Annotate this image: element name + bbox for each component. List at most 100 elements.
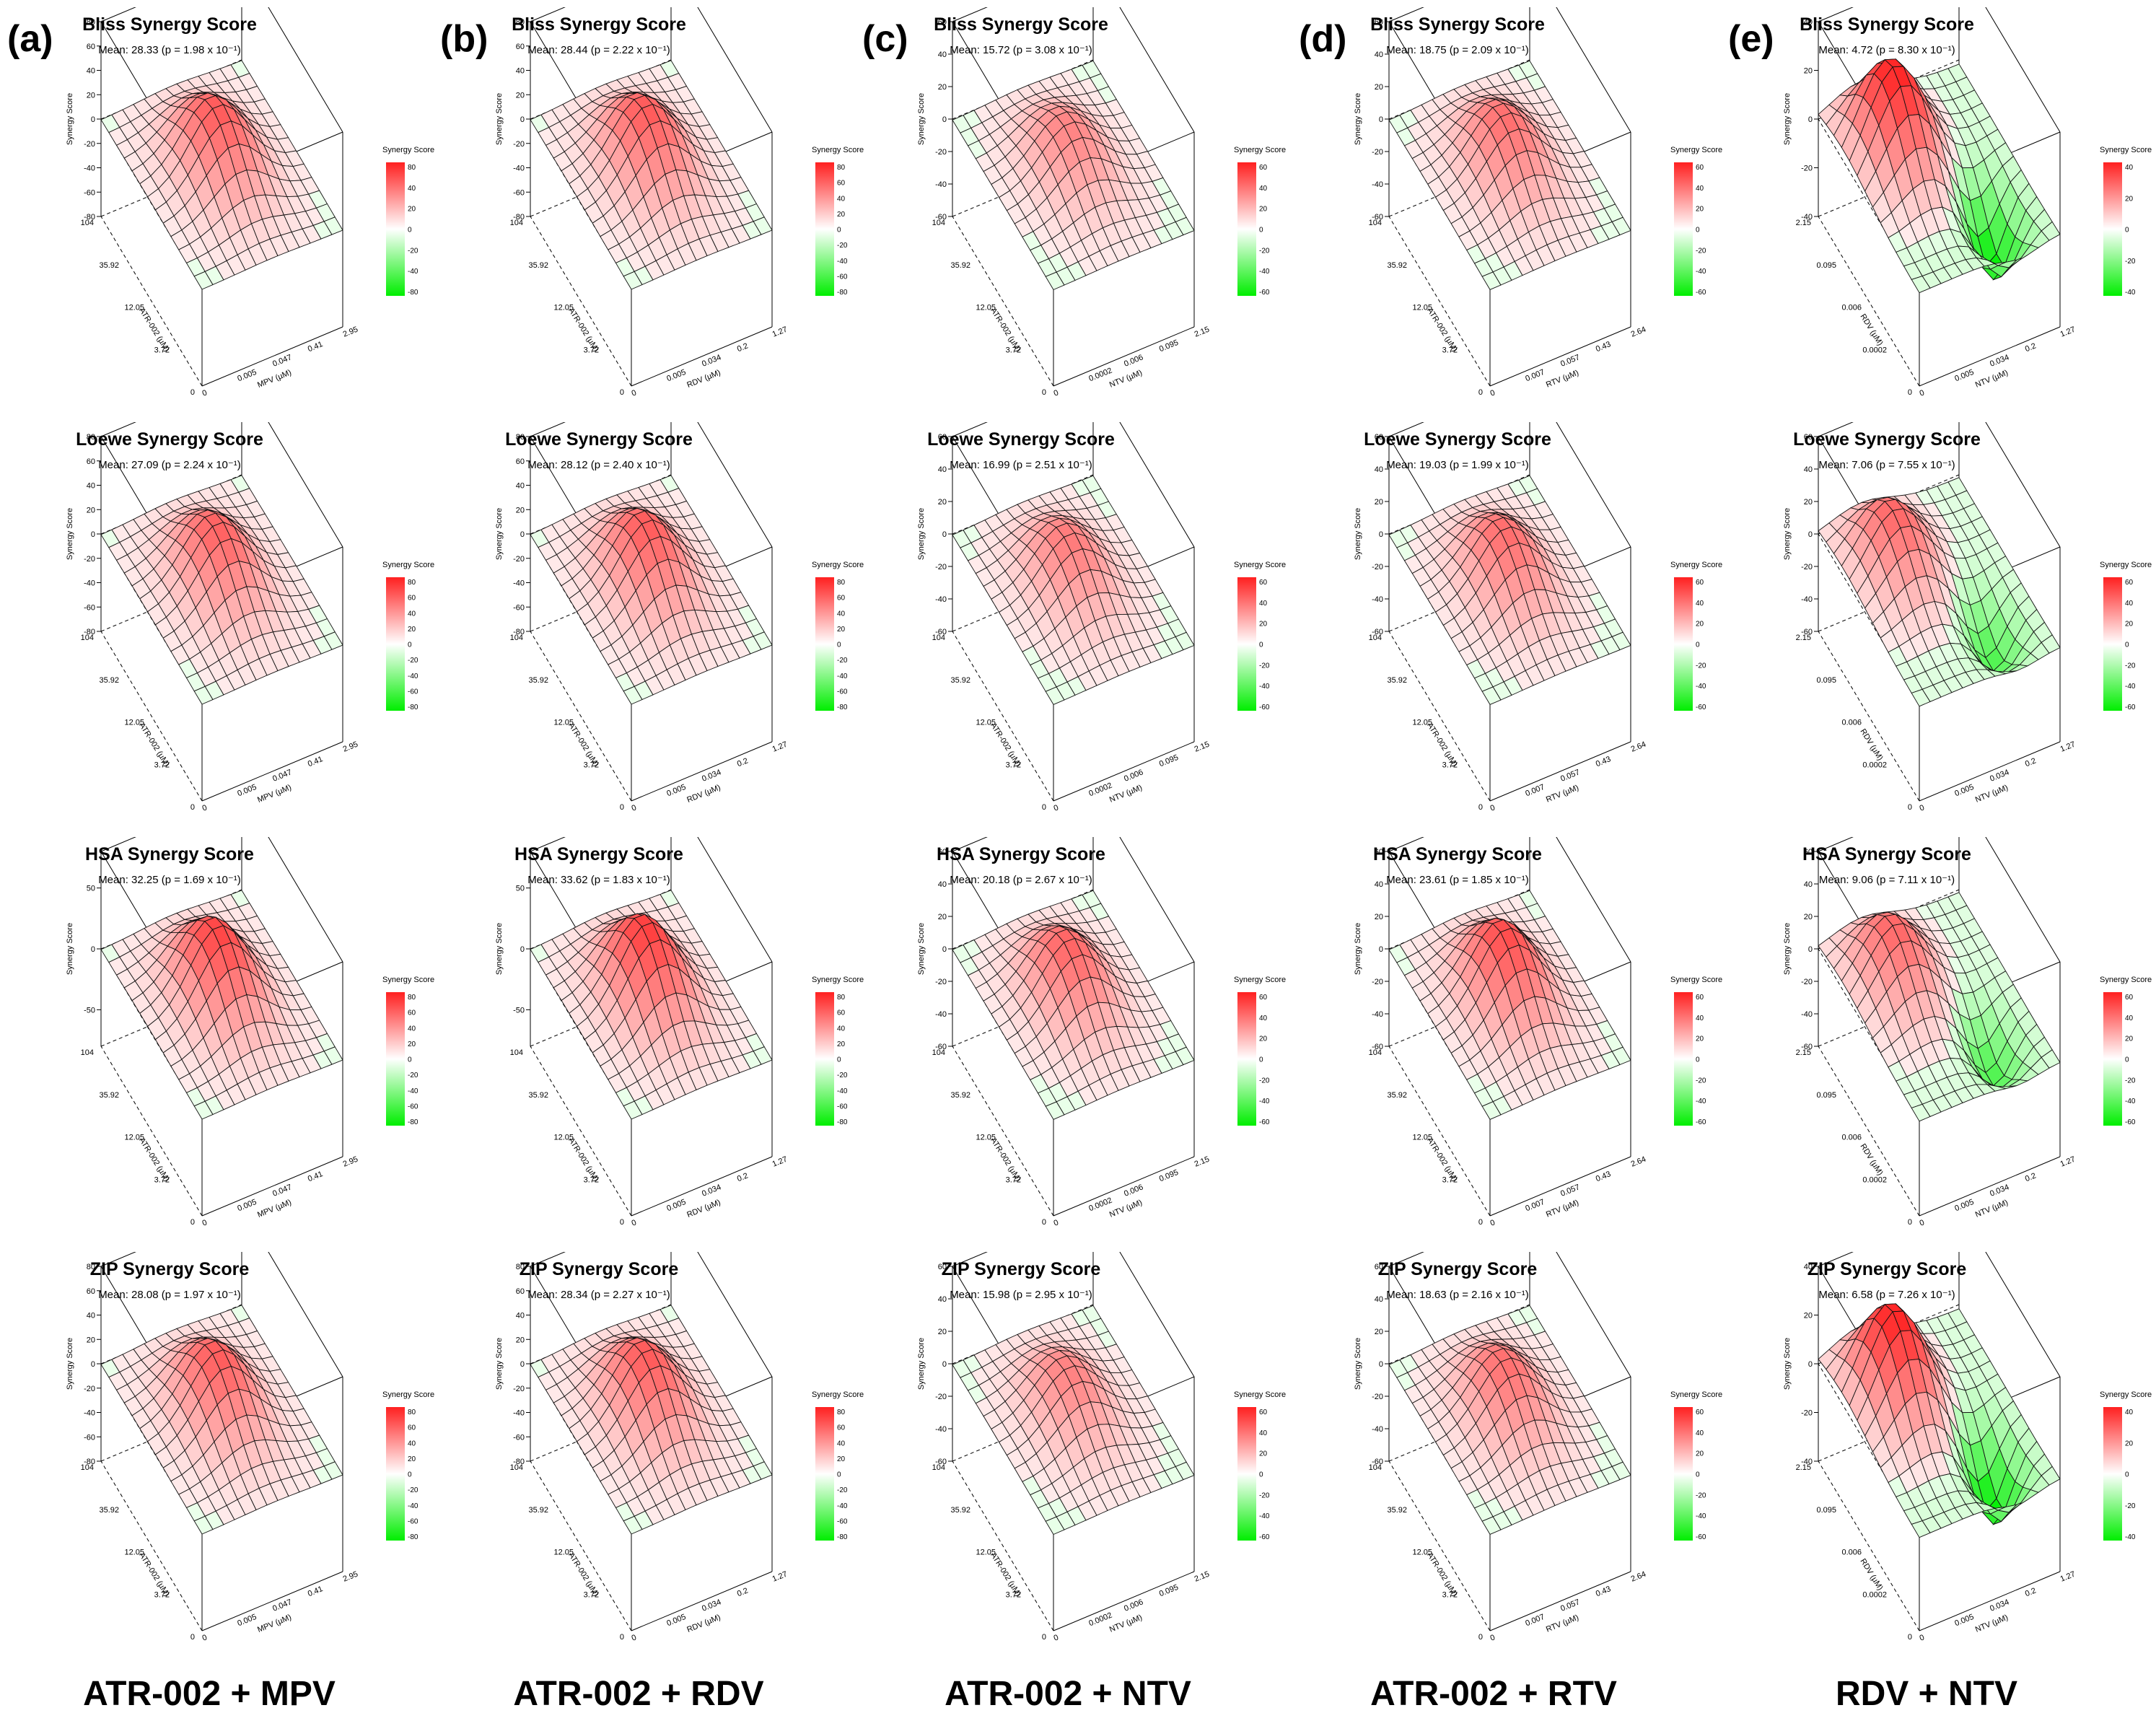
x-tick-label: 2.95 [342, 1155, 359, 1169]
legend-tick-label: 80 [837, 1409, 846, 1416]
y-tick-label: 12.05 [553, 1548, 574, 1557]
legend-tick-label: 0 [1259, 227, 1263, 235]
x-tick-label: 0.2 [2024, 341, 2038, 354]
legend-tick-label: 60 [837, 1009, 846, 1017]
panel-mean: Mean: 20.18 (p = 2.67 x 10⁻¹) [950, 874, 1092, 886]
y-tick-label: 35.92 [950, 1091, 970, 1100]
surface-cell [2041, 1049, 2061, 1069]
z-tick-label: 40 [516, 482, 525, 491]
z-tick-label: -20 [1372, 148, 1383, 157]
y-tick-label: 12.05 [976, 304, 996, 312]
panel-bliss-b: Bliss Synergy Score Mean: 28.44 (p = 2.22… [444, 7, 869, 411]
x-tick-label: 0 [631, 1633, 638, 1642]
x-tick-label: 2.64 [1630, 740, 1647, 754]
surface-cell [1611, 631, 1631, 651]
box-edge [631, 1571, 773, 1631]
legend-tick-label: 40 [408, 1025, 416, 1033]
z-tick-label: -60 [84, 1433, 95, 1442]
y-tick-label: 3.72 [584, 1590, 599, 1599]
legend-tick-label: -80 [408, 1533, 419, 1541]
legend-tick-label: -60 [2125, 1118, 2136, 1126]
legend-tick-label: 60 [2125, 994, 2134, 1002]
panel-mean: Mean: 28.44 (p = 2.22 x 10⁻¹) [527, 44, 670, 56]
z-tick-label: 20 [516, 1336, 525, 1344]
box-edge [1053, 1571, 1195, 1631]
y-tick-label: 0 [190, 803, 195, 812]
x-tick-label: 2.64 [1630, 325, 1647, 339]
z-tick-label: 20 [1804, 1312, 1813, 1320]
legend-tick-label: -80 [408, 1118, 419, 1126]
legend-bar [815, 1407, 834, 1541]
legend-tick-label: 0 [408, 641, 412, 649]
z-axis-label: Synergy Score [495, 93, 504, 145]
x-tick-label: 2.15 [1193, 1155, 1211, 1169]
panel-loewe-c: Loewe Synergy Score Mean: 16.99 (p = 2.51… [866, 422, 1292, 826]
y-tick-label: 0.006 [1841, 719, 1862, 727]
z-tick-label: -20 [935, 148, 947, 157]
surface-plot: -80 -60 -40 -20 0 20 40 60 80 Synergy Score 0 3.72 1… [66, 1252, 434, 1643]
y-tick-label: 12.05 [553, 1134, 574, 1142]
y-tick-label: 3.72 [584, 761, 599, 769]
legend-tick-label: -20 [1259, 1491, 1270, 1499]
box-edge [1818, 422, 1854, 437]
z-axis: -60 -40 -20 0 20 40 60 Synergy Score [917, 848, 952, 1051]
y-tick-label: 0.0002 [1862, 1175, 1887, 1184]
y-tick-label: 35.92 [99, 261, 119, 270]
legend-tick-label: -80 [408, 704, 419, 711]
legend-tick-label: 40 [1696, 1429, 1704, 1437]
y-tick-label: 2.15 [1796, 634, 1811, 642]
y-tick-label: 3.72 [1006, 1175, 1021, 1184]
box-edge [1119, 1252, 1195, 1377]
box-edge [201, 741, 343, 802]
legend-tick-label: -40 [1259, 683, 1270, 691]
legend-tick-label: -20 [2125, 1077, 2136, 1085]
legend-title: Synergy Score [1670, 561, 1722, 569]
panel-title: HSA Synergy Score [514, 844, 683, 864]
y-tick-label: 2.15 [1796, 1463, 1811, 1472]
z-tick-label: -80 [513, 628, 525, 636]
z-axis-label: Synergy Score [1354, 93, 1362, 145]
panel-loewe-b: Loewe Synergy Score Mean: 28.12 (p = 2.40… [444, 422, 869, 826]
legend-tick-label: 40 [1696, 185, 1704, 193]
surface-mesh [100, 60, 343, 290]
legend-title: Synergy Score [382, 561, 434, 569]
z-tick-label: -40 [513, 165, 525, 173]
y-tick-label: 0 [190, 1633, 195, 1642]
z-tick-label: 60 [516, 457, 525, 466]
box-edge-hidden [100, 1046, 203, 1217]
legend-tick-label: 40 [837, 195, 846, 203]
z-axis-label: Synergy Score [66, 93, 74, 145]
x-axis-label: RDV (µM) [685, 368, 722, 390]
legend-tick-label: -20 [1259, 662, 1270, 670]
box-edge [100, 837, 136, 852]
surface-mesh [1388, 1305, 1631, 1535]
legend-tick-label: 60 [408, 595, 416, 603]
z-tick-label: 60 [1375, 18, 1383, 27]
y-tick-label: 0 [190, 1218, 195, 1227]
legend-tick-label: -20 [1696, 247, 1706, 255]
legend-title: Synergy Score [812, 561, 864, 569]
z-tick-label: -80 [513, 213, 525, 222]
color-legend: Synergy Score 40 20 0 -20 -40 [2100, 146, 2152, 297]
y-tick-label: 104 [932, 1463, 945, 1472]
box-edge [1489, 1571, 1631, 1631]
x-axis-label: NTV (µM) [1108, 784, 1144, 805]
legend-tick-label: -60 [837, 1103, 848, 1110]
y-tick-label: 0 [620, 1218, 624, 1227]
z-tick-label: 0 [520, 530, 525, 539]
legend-tick-label: 20 [1696, 206, 1704, 214]
z-axis: -40 -20 0 20 40 Synergy Score [1783, 1263, 1818, 1466]
z-tick-label: 20 [938, 498, 947, 507]
z-axis: -80 -60 -40 -20 0 20 40 60 80 Synergy Score [66, 433, 101, 636]
y-tick-label: 0 [1042, 388, 1046, 397]
box-edge [1985, 837, 2061, 963]
x-axis-label: MPV (µM) [256, 1198, 293, 1219]
legend-title: Synergy Score [1670, 1390, 1722, 1399]
x-tick-label: 1.27 [2059, 740, 2077, 754]
z-axis-label: Synergy Score [66, 923, 74, 975]
box-edge-hidden [530, 631, 632, 802]
box-edge [1489, 741, 1631, 802]
box-edge [1818, 7, 1854, 22]
surface-mesh [1818, 58, 2061, 294]
